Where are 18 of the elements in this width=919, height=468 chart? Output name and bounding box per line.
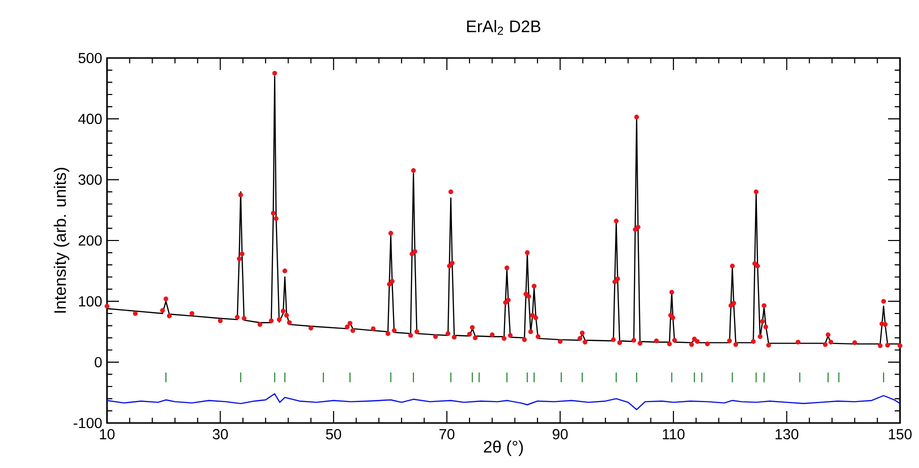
y-tick-label: 0 <box>94 357 102 368</box>
y-tick-label: 100 <box>79 296 102 307</box>
y-tick-label: 300 <box>78 174 102 185</box>
chart-title: ErAl$_{2}$ D2B <box>467 20 540 35</box>
y-tick-label: -100 <box>74 418 102 428</box>
x-tick-label: 110 <box>662 429 684 440</box>
x-tick-label: 30 <box>212 429 228 440</box>
y-tick-label: 500 <box>78 52 102 64</box>
y-axis-title: Intensity (arb. units) <box>54 168 70 313</box>
x-tick-label: 90 <box>552 429 568 440</box>
y-tick-label: 400 <box>78 114 102 124</box>
x-tick-label: 10 <box>100 429 115 440</box>
x-tick-label: 50 <box>326 429 342 440</box>
x-tick-label: 150 <box>888 429 912 440</box>
x-tick-label: 70 <box>439 429 454 440</box>
y-tick-label: 200 <box>78 235 102 246</box>
x-tick-label: 130 <box>776 429 798 440</box>
x-axis-title: 2θ (°) <box>484 440 523 456</box>
